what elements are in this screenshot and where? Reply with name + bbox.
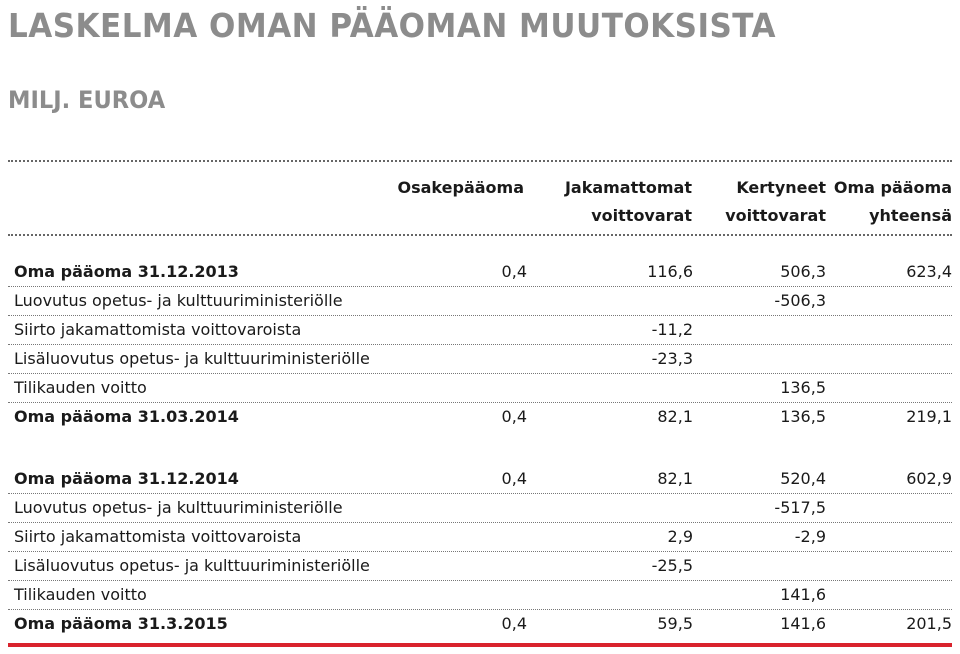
table-row-total: Oma pääoma 31.12.2014 0,4 82,1 520,4 602,9	[8, 465, 952, 494]
cell-jakamattomat: -11,2	[651, 320, 693, 339]
row-separator	[8, 580, 952, 581]
column-header-oma-paaoma: Oma pääoma	[833, 178, 952, 197]
cell-yhteensa: 219,1	[906, 407, 952, 426]
column-header-kertyneet: Kertyneet	[736, 178, 826, 197]
row-label: Tilikauden voitto	[14, 585, 147, 604]
row-label: Luovutus opetus- ja kulttuuriministeriöl…	[14, 291, 343, 310]
cell-jakamattomat: 116,6	[647, 262, 693, 281]
column-header-jakamattomat: Jakamattomat	[564, 178, 692, 197]
row-label: Tilikauden voitto	[14, 378, 147, 397]
cell-kertyneet: 136,5	[780, 407, 826, 426]
table-row: Luovutus opetus- ja kulttuuriministeriöl…	[8, 494, 952, 523]
row-label: Oma pääoma 31.12.2014	[14, 469, 239, 488]
page-subtitle: MILJ. EUROA	[8, 86, 166, 114]
table-row: Siirto jakamattomista voittovaroista -11,…	[8, 316, 952, 345]
row-label: Siirto jakamattomista voittovaroista	[14, 320, 302, 339]
row-label: Luovutus opetus- ja kulttuuriministeriöl…	[14, 498, 343, 517]
cell-kertyneet: 141,6	[780, 614, 826, 633]
cell-osakepaaoma: 0,4	[501, 614, 527, 633]
column-header-kertyneet-line2: voittovarat	[725, 206, 826, 225]
row-label: Oma pääoma 31.3.2015	[14, 614, 228, 633]
cell-kertyneet: 136,5	[780, 378, 826, 397]
row-label: Lisäluovutus opetus- ja kulttuuriministe…	[14, 349, 370, 368]
cell-jakamattomat: 82,1	[657, 407, 693, 426]
row-separator	[8, 609, 952, 610]
cell-yhteensa: 602,9	[906, 469, 952, 488]
cell-kertyneet: -2,9	[794, 527, 826, 546]
row-separator	[8, 551, 952, 552]
accent-bar	[8, 643, 952, 647]
cell-jakamattomat: 82,1	[657, 469, 693, 488]
table-row-total: Oma pääoma 31.3.2015 0,4 59,5 141,6 201,5	[8, 610, 952, 639]
table-row: Lisäluovutus opetus- ja kulttuuriministe…	[8, 552, 952, 581]
row-separator	[8, 493, 952, 494]
cell-yhteensa: 201,5	[906, 614, 952, 633]
row-separator	[8, 286, 952, 287]
table-row: Siirto jakamattomista voittovaroista 2,9 -…	[8, 523, 952, 552]
row-label: Siirto jakamattomista voittovaroista	[14, 527, 302, 546]
cell-osakepaaoma: 0,4	[501, 469, 527, 488]
column-header-osakepaaoma: Osakepääoma	[397, 178, 525, 197]
page-title: LASKELMA OMAN PÄÄOMAN MUUTOKSISTA	[8, 6, 777, 45]
divider	[8, 160, 952, 162]
table-row: Luovutus opetus- ja kulttuuriministeriöl…	[8, 287, 952, 316]
row-label: Lisäluovutus opetus- ja kulttuuriministe…	[14, 556, 370, 575]
column-header-oma-paaoma-line2: yhteensä	[869, 206, 952, 225]
cell-jakamattomat: -23,3	[651, 349, 693, 368]
row-separator	[8, 344, 952, 345]
cell-kertyneet: 520,4	[780, 469, 826, 488]
row-separator	[8, 373, 952, 374]
row-separator	[8, 522, 952, 523]
table-row: Lisäluovutus opetus- ja kulttuuriministe…	[8, 345, 952, 374]
cell-jakamattomat: -25,5	[651, 556, 693, 575]
cell-osakepaaoma: 0,4	[501, 262, 527, 281]
cell-kertyneet: 506,3	[780, 262, 826, 281]
row-label: Oma pääoma 31.12.2013	[14, 262, 239, 281]
divider	[8, 234, 952, 236]
row-separator	[8, 402, 952, 403]
cell-osakepaaoma: 0,4	[501, 407, 527, 426]
cell-yhteensa: 623,4	[906, 262, 952, 281]
row-label: Oma pääoma 31.03.2014	[14, 407, 239, 426]
cell-kertyneet: -517,5	[774, 498, 826, 517]
table-row: Tilikauden voitto 141,6	[8, 581, 952, 610]
table-row-total: Oma pääoma 31.12.2013 0,4 116,6 506,3 623,4	[8, 258, 952, 287]
row-separator	[8, 315, 952, 316]
table-row: Tilikauden voitto 136,5	[8, 374, 952, 403]
cell-kertyneet: 141,6	[780, 585, 826, 604]
column-header-jakamattomat-line2: voittovarat	[591, 206, 692, 225]
cell-jakamattomat: 59,5	[657, 614, 693, 633]
cell-jakamattomat: 2,9	[667, 527, 693, 546]
cell-kertyneet: -506,3	[774, 291, 826, 310]
table-row-total: Oma pääoma 31.03.2014 0,4 82,1 136,5 219,1	[8, 403, 952, 432]
